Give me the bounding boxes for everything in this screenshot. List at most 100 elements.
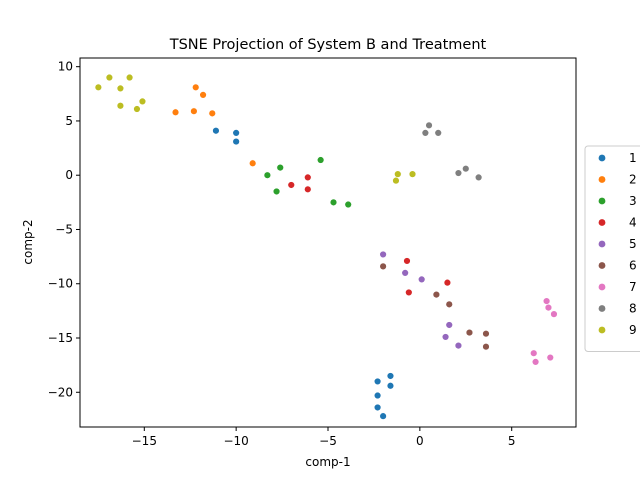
legend: 1 2 3 4 5 6 7 8 9 xyxy=(584,145,640,352)
legend-marker xyxy=(598,262,606,269)
plot-frame xyxy=(80,58,576,427)
legend-marker xyxy=(598,305,606,312)
series-4 xyxy=(287,173,452,297)
legend-label: 8 xyxy=(629,302,637,316)
data-point xyxy=(379,250,387,259)
series-3 xyxy=(263,156,352,209)
data-point xyxy=(125,73,134,82)
legend-label: 3 xyxy=(629,194,637,208)
y-tick-label: 0 xyxy=(65,168,73,182)
data-point xyxy=(462,165,470,173)
data-point xyxy=(405,288,413,297)
data-point xyxy=(379,262,387,271)
data-point xyxy=(116,84,125,93)
data-point xyxy=(530,349,538,357)
data-point xyxy=(544,303,553,312)
data-point xyxy=(316,156,325,164)
x-axis-ticks: −15 −10 −5 0 5 xyxy=(132,427,516,448)
data-point xyxy=(542,297,551,305)
data-point xyxy=(401,269,409,277)
data-point xyxy=(386,382,395,390)
data-point xyxy=(263,171,272,179)
series-2 xyxy=(171,83,257,167)
data-point xyxy=(105,73,114,82)
legend-marker xyxy=(598,197,606,205)
data-point xyxy=(531,358,540,366)
legend-marker xyxy=(598,326,606,334)
y-tick-label: 10 xyxy=(58,60,73,74)
series-1 xyxy=(212,127,395,420)
data-point xyxy=(550,310,558,318)
data-point xyxy=(373,377,382,386)
data-point xyxy=(373,391,382,400)
data-point xyxy=(434,129,442,137)
data-point xyxy=(432,290,441,299)
data-point xyxy=(287,181,295,189)
data-point xyxy=(212,127,220,135)
series-8 xyxy=(421,121,483,182)
y-tick-label: −20 xyxy=(48,385,73,399)
data-point xyxy=(304,185,312,194)
data-point xyxy=(190,107,198,115)
data-point xyxy=(138,97,147,106)
data-point xyxy=(232,129,240,137)
data-point xyxy=(482,342,490,351)
data-point xyxy=(199,91,207,99)
data-point xyxy=(386,372,395,380)
data-point xyxy=(394,170,402,178)
legend-label: 9 xyxy=(629,323,637,337)
y-axis-ticks: 10 5 0 −5 −10 −15 −20 xyxy=(48,60,80,399)
data-point xyxy=(445,300,453,309)
data-point xyxy=(304,173,312,182)
legend-label: 5 xyxy=(629,237,637,251)
legend-label: 1 xyxy=(629,151,637,165)
data-point xyxy=(344,200,352,209)
data-point xyxy=(474,173,483,182)
data-point xyxy=(441,333,450,341)
data-point xyxy=(192,83,200,92)
data-point xyxy=(276,163,284,172)
data-point xyxy=(232,137,240,146)
data-point xyxy=(133,105,141,113)
y-tick-label: −15 xyxy=(48,331,73,345)
data-point xyxy=(379,412,387,420)
data-point xyxy=(445,321,453,329)
y-tick-label: −5 xyxy=(55,222,73,236)
data-point xyxy=(454,341,463,350)
data-point xyxy=(373,403,382,412)
data-point xyxy=(425,121,433,129)
legend-label: 2 xyxy=(629,173,637,187)
data-points xyxy=(94,73,558,420)
data-point xyxy=(421,129,430,137)
data-point xyxy=(403,257,411,265)
legend-marker xyxy=(598,176,606,183)
data-point xyxy=(171,108,180,116)
y-axis-label: comp-2 xyxy=(21,219,35,264)
legend-marker xyxy=(598,240,606,248)
data-point xyxy=(465,328,474,337)
chart-title: TSNE Projection of System B and Treatmen… xyxy=(169,37,487,53)
series-5 xyxy=(379,250,463,350)
data-point xyxy=(443,278,452,287)
data-point xyxy=(116,102,125,110)
data-point xyxy=(417,275,426,284)
data-point xyxy=(392,176,400,185)
data-point xyxy=(329,198,338,207)
data-point xyxy=(94,83,103,92)
x-axis-label: comp-1 xyxy=(305,455,350,469)
x-tick-label: 5 xyxy=(508,434,516,448)
data-point xyxy=(546,353,554,362)
data-point xyxy=(272,187,281,196)
legend-marker xyxy=(598,154,606,162)
series-9 xyxy=(94,73,417,185)
series-7 xyxy=(530,297,558,366)
legend-marker xyxy=(598,219,606,226)
y-tick-label: −10 xyxy=(48,277,73,291)
data-point xyxy=(208,109,216,118)
legend-label: 4 xyxy=(629,216,637,230)
data-point xyxy=(248,159,257,167)
legend-label: 7 xyxy=(629,280,637,294)
x-tick-label: −5 xyxy=(319,434,337,448)
x-tick-label: −10 xyxy=(223,434,248,448)
